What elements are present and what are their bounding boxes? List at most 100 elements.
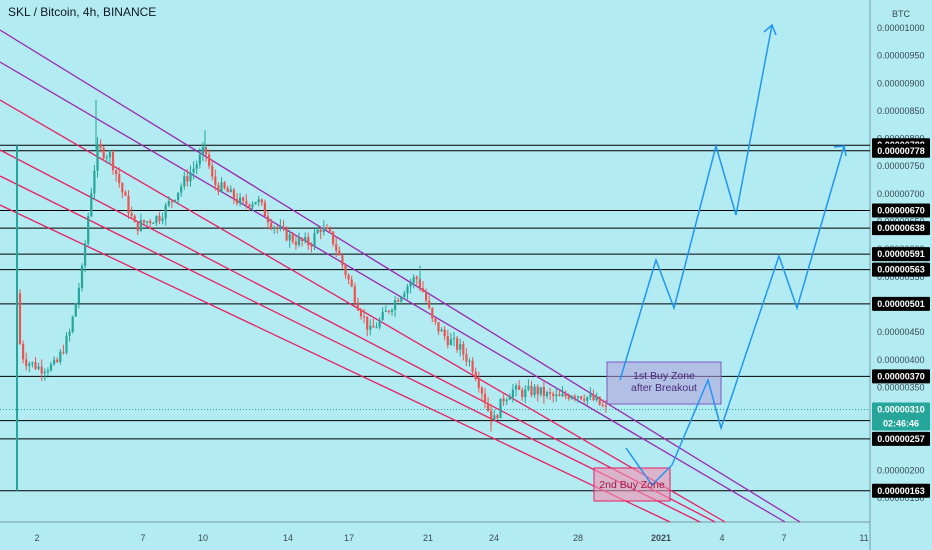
candle-body[interactable] (220, 182, 223, 192)
candle-body[interactable] (508, 397, 511, 400)
channel-trendline[interactable] (0, 204, 671, 523)
candle-body[interactable] (459, 344, 462, 350)
candle-body[interactable] (505, 399, 508, 402)
candle-body[interactable] (493, 415, 496, 420)
candle-body[interactable] (319, 229, 322, 233)
candle-body[interactable] (167, 201, 170, 206)
candle-body[interactable] (201, 147, 204, 155)
candle-body[interactable] (366, 316, 369, 330)
candle-body[interactable] (561, 393, 564, 397)
candle-body[interactable] (235, 198, 239, 204)
candle-body[interactable] (93, 170, 96, 194)
candle-body[interactable] (111, 152, 115, 171)
candle-body[interactable] (372, 325, 375, 328)
candle-body[interactable] (539, 387, 542, 395)
candle-body[interactable] (468, 360, 471, 362)
candle-body[interactable] (136, 222, 139, 231)
candle-body[interactable] (604, 405, 607, 407)
candle-body[interactable] (226, 188, 229, 193)
candle-body[interactable] (558, 394, 561, 397)
candle-body[interactable] (43, 371, 46, 374)
channel-trendline[interactable] (0, 61, 786, 523)
candle-body[interactable] (328, 228, 332, 232)
candle-body[interactable] (62, 351, 65, 353)
candle-body[interactable] (465, 354, 468, 362)
candle-body[interactable] (121, 183, 124, 193)
candle-body[interactable] (545, 392, 549, 397)
candle-body[interactable] (158, 215, 161, 221)
candle-body[interactable] (592, 394, 595, 401)
candle-body[interactable] (232, 189, 235, 199)
candle-body[interactable] (208, 154, 211, 166)
candle-body[interactable] (127, 195, 130, 214)
candle-body[interactable] (344, 265, 347, 275)
channel-trendline[interactable] (0, 149, 716, 523)
candle-body[interactable] (502, 398, 505, 402)
candle-body[interactable] (285, 228, 288, 241)
candle-body[interactable] (381, 311, 384, 320)
candle-body[interactable] (282, 226, 285, 229)
candle-body[interactable] (77, 288, 80, 304)
candle-body[interactable] (378, 319, 381, 328)
channel-trendline[interactable] (0, 99, 726, 523)
candle-body[interactable] (105, 157, 108, 159)
candle-body[interactable] (452, 338, 456, 340)
candle-body[interactable] (18, 293, 22, 345)
candle-body[interactable] (263, 202, 266, 217)
candle-body[interactable] (487, 403, 490, 411)
candle-body[interactable] (49, 364, 53, 371)
candle-body[interactable] (356, 302, 359, 311)
candle-body[interactable] (223, 182, 226, 189)
candle-body[interactable] (146, 221, 149, 223)
candle-body[interactable] (71, 316, 74, 332)
candle-body[interactable] (406, 286, 409, 294)
candle-body[interactable] (25, 359, 28, 367)
buy-zone-1-box[interactable] (606, 361, 722, 405)
candle-body[interactable] (152, 223, 155, 225)
candle-body[interactable] (245, 200, 248, 205)
candle-body[interactable] (375, 327, 378, 329)
candle-body[interactable] (524, 389, 527, 398)
channel-trendline[interactable] (0, 29, 801, 523)
candle-body[interactable] (84, 243, 87, 266)
candle-body[interactable] (499, 398, 502, 419)
candle-body[interactable] (567, 396, 570, 399)
channel-trendline[interactable] (0, 175, 701, 523)
candle-body[interactable] (198, 154, 201, 165)
candle-body[interactable] (108, 152, 111, 158)
candle-body[interactable] (595, 396, 598, 401)
candle-body[interactable] (87, 216, 90, 244)
candle-body[interactable] (480, 387, 483, 394)
candle-body[interactable] (437, 321, 440, 332)
candle-body[interactable] (80, 265, 84, 289)
candle-body[interactable] (170, 201, 173, 203)
candle-body[interactable] (601, 404, 604, 406)
candle-body[interactable] (443, 329, 446, 337)
candle-body[interactable] (161, 218, 164, 221)
candle-body[interactable] (521, 389, 524, 398)
candle-body[interactable] (294, 241, 297, 245)
candle-body[interactable] (511, 389, 514, 398)
candle-body[interactable] (297, 237, 301, 245)
candle-body[interactable] (74, 303, 77, 317)
candle-body[interactable] (34, 362, 37, 369)
candle-body[interactable] (56, 359, 59, 362)
candle-body[interactable] (31, 362, 34, 364)
candle-body[interactable] (183, 176, 186, 187)
candle-body[interactable] (549, 392, 552, 394)
candle-body[interactable] (142, 220, 146, 223)
candle-body[interactable] (115, 170, 118, 175)
candle-body[interactable] (440, 329, 443, 332)
candle-body[interactable] (514, 385, 518, 390)
candle-body[interactable] (65, 335, 68, 353)
candle-body[interactable] (316, 229, 319, 234)
candle-body[interactable] (90, 193, 93, 217)
candle-body[interactable] (363, 316, 366, 318)
candle-body[interactable] (353, 286, 356, 303)
candle-body[interactable] (496, 415, 499, 419)
candle-body[interactable] (242, 197, 245, 201)
candle-body[interactable] (332, 231, 335, 245)
candle-body[interactable] (59, 351, 62, 362)
candle-body[interactable] (130, 213, 133, 216)
projection-path-primary[interactable] (619, 24, 773, 381)
